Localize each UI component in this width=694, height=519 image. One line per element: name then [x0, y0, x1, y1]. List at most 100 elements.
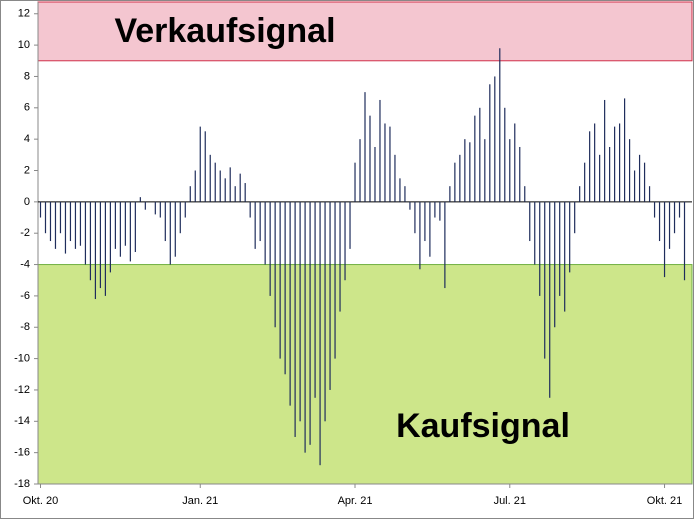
- bar: [319, 201, 321, 466]
- x-tick-label: Apr. 21: [338, 495, 373, 507]
- bar: [444, 201, 446, 289]
- bar: [274, 201, 276, 328]
- bar: [409, 201, 411, 210]
- y-tick-label: -6: [20, 290, 30, 302]
- bar: [219, 170, 221, 202]
- bar: [244, 183, 246, 202]
- bar: [79, 201, 82, 246]
- bar: [339, 201, 341, 312]
- bar: [174, 201, 176, 257]
- bar: [554, 201, 556, 328]
- bar: [384, 123, 386, 202]
- bar: [89, 201, 92, 281]
- bar: [469, 142, 471, 202]
- bar: [84, 201, 87, 265]
- bar: [479, 107, 481, 202]
- bar: [499, 48, 501, 202]
- bar: [299, 201, 301, 422]
- bar: [429, 201, 431, 257]
- bar: [579, 186, 581, 202]
- y-tick-label: -10: [14, 353, 30, 365]
- bar: [653, 201, 656, 218]
- bar: [164, 201, 166, 242]
- bar: [534, 201, 536, 265]
- bar: [159, 201, 161, 218]
- bar: [683, 201, 686, 281]
- x-tick-label: Okt. 20: [23, 495, 58, 507]
- signal-zone: [37, 264, 693, 485]
- bar: [414, 201, 416, 234]
- y-tick-label: -16: [14, 447, 30, 459]
- x-tick-label: Okt. 21: [647, 495, 682, 507]
- bar: [633, 170, 636, 202]
- bar: [259, 201, 261, 242]
- bar: [489, 84, 491, 202]
- bar: [189, 186, 191, 202]
- bar: [204, 131, 206, 202]
- bar: [594, 123, 596, 202]
- bar: [424, 201, 426, 242]
- bar: [539, 201, 541, 296]
- bar: [519, 146, 521, 202]
- bar: [569, 201, 571, 273]
- bar: [214, 162, 216, 202]
- bar: [399, 178, 401, 202]
- bar: [359, 139, 361, 202]
- bar: [574, 201, 576, 234]
- bar: [379, 99, 381, 202]
- y-tick-label: -12: [14, 384, 30, 396]
- bar: [289, 201, 291, 406]
- bar: [169, 201, 171, 265]
- bar: [369, 115, 371, 202]
- bar: [144, 201, 146, 210]
- bar: [559, 201, 561, 296]
- y-tick-label: -2: [20, 227, 30, 239]
- y-tick-label: 10: [18, 39, 30, 51]
- bar: [464, 139, 466, 202]
- bar: [154, 201, 156, 215]
- bar: [44, 201, 47, 234]
- bar: [524, 186, 526, 202]
- bar: [209, 154, 211, 202]
- bar: [609, 146, 611, 202]
- x-tick-label: Jan. 21: [182, 495, 218, 507]
- bar: [69, 201, 72, 242]
- bar: [184, 201, 186, 218]
- bar: [294, 201, 296, 437]
- bar: [284, 201, 286, 375]
- bar: [564, 201, 566, 312]
- bar: [459, 154, 461, 202]
- bar: [364, 92, 366, 202]
- bar: [599, 154, 601, 202]
- bar: [628, 139, 631, 202]
- y-tick-label: 4: [24, 133, 30, 145]
- bar: [54, 201, 57, 249]
- bar: [658, 201, 661, 242]
- zone-label: Verkaufsignal: [114, 12, 335, 50]
- bar: [394, 154, 396, 202]
- bar: [129, 201, 131, 262]
- y-tick-label: 12: [18, 8, 30, 20]
- bar: [269, 201, 271, 296]
- bar: [179, 201, 181, 234]
- bar: [329, 201, 331, 390]
- bar: [504, 107, 506, 202]
- y-tick-label: 8: [24, 70, 30, 82]
- bar: [494, 76, 496, 202]
- bar: [624, 98, 626, 202]
- bar: [474, 115, 476, 202]
- bar: [304, 201, 306, 453]
- bar: [114, 201, 116, 249]
- bar: [454, 162, 456, 202]
- bar: [234, 186, 236, 202]
- bar: [39, 201, 42, 218]
- signal-zone: [37, 1, 693, 62]
- bar: [404, 186, 406, 202]
- bar: [124, 201, 126, 246]
- bar: [64, 201, 67, 254]
- bar: [648, 186, 651, 202]
- y-tick-label: 2: [24, 164, 30, 176]
- bar: [514, 123, 516, 202]
- bar: [194, 170, 196, 202]
